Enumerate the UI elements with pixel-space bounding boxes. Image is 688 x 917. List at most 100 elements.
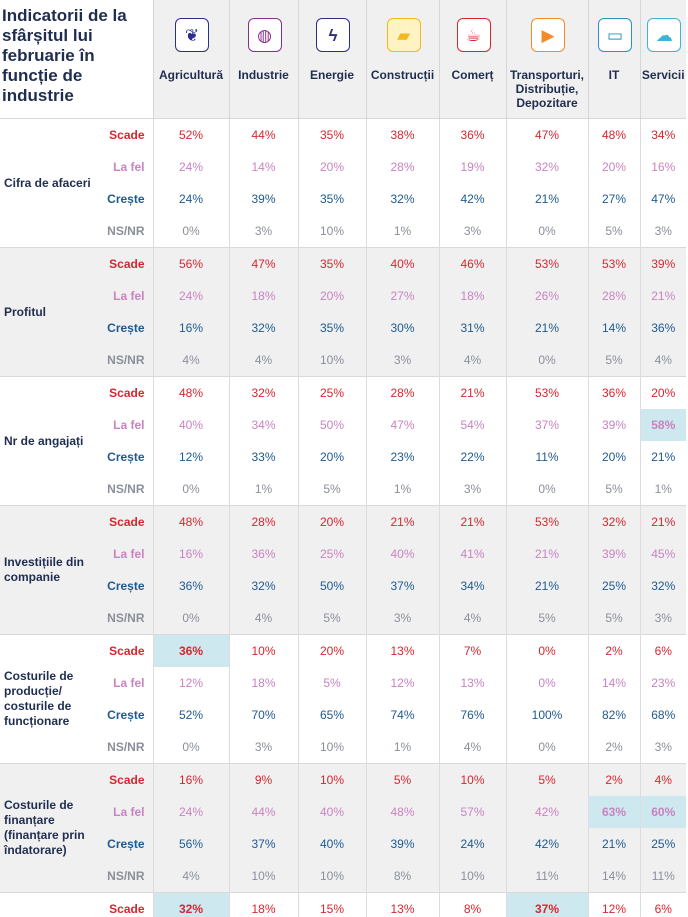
table-row: Crește 16% 32% 35% 30% 31% 21% 14% 36%: [0, 312, 687, 344]
value-cell: 48%: [152, 376, 230, 409]
value-cell: 37%: [228, 828, 299, 860]
value-cell: 14%: [587, 312, 641, 344]
value-cell: 0%: [152, 731, 230, 764]
table-row: Crește 36% 32% 50% 37% 34% 21% 25% 32%: [0, 570, 687, 602]
value-cell: 21%: [505, 570, 589, 602]
table-row: NS/NR 4% 10% 10% 8% 10% 11% 14% 11%: [0, 860, 687, 893]
column-label: Agricultură: [159, 68, 224, 82]
value-cell: 14%: [587, 860, 641, 893]
value-cell: 47%: [505, 118, 589, 151]
value-cell: 32%: [639, 570, 687, 602]
value-cell: 30%: [365, 312, 440, 344]
value-cell: 25%: [297, 376, 367, 409]
value-cell: 32%: [228, 376, 299, 409]
table-row: NS/NR 4% 4% 10% 3% 4% 0% 5% 4%: [0, 344, 687, 377]
truck-icon: ▶: [531, 18, 566, 52]
value-cell: 20%: [297, 280, 367, 312]
value-cell: 25%: [639, 828, 687, 860]
metric-label: Costurile de finanțare (finanțare prin î…: [0, 763, 107, 893]
column-header: ▰ Construcții: [365, 0, 440, 119]
value-cell: 0%: [505, 667, 589, 699]
value-cell: 42%: [438, 183, 507, 215]
value-cell: 18%: [228, 667, 299, 699]
value-cell: 2%: [587, 731, 641, 764]
value-cell: 36%: [587, 376, 641, 409]
value-cell: 10%: [297, 731, 367, 764]
table-row: NS/NR 0% 4% 5% 3% 4% 5% 5% 3%: [0, 602, 687, 635]
value-cell: 20%: [639, 376, 687, 409]
value-cell: 5%: [587, 344, 641, 377]
value-cell: 40%: [297, 828, 367, 860]
column-header: ☕ Comerț: [438, 0, 507, 119]
value-cell: 21%: [438, 376, 507, 409]
value-cell: 48%: [587, 118, 641, 151]
value-cell: 35%: [297, 183, 367, 215]
column-label: IT: [608, 68, 620, 82]
value-cell: 32%: [587, 505, 641, 538]
value-cell: 0%: [152, 215, 230, 248]
value-cell: 14%: [228, 151, 299, 183]
column-header: ▶ Transporturi, Distribuție, Depozitare: [505, 0, 589, 119]
row-label: Crește: [107, 312, 154, 344]
value-cell: 1%: [365, 215, 440, 248]
value-cell: 47%: [365, 409, 440, 441]
value-cell: 23%: [639, 667, 687, 699]
value-cell: 53%: [505, 505, 589, 538]
value-cell: 5%: [587, 473, 641, 506]
value-cell: 34%: [228, 409, 299, 441]
value-cell: 57%: [438, 796, 507, 828]
value-cell: 50%: [297, 570, 367, 602]
value-cell: 3%: [438, 473, 507, 506]
value-cell: 28%: [365, 376, 440, 409]
value-cell: 3%: [365, 344, 440, 377]
value-cell: 20%: [297, 634, 367, 667]
row-label: NS/NR: [107, 344, 154, 377]
value-cell: 6%: [639, 634, 687, 667]
value-cell: 41%: [438, 538, 507, 570]
table-row: La fel 24% 14% 20% 28% 19% 32% 20% 16%: [0, 151, 687, 183]
value-cell: 38%: [365, 118, 440, 151]
value-cell: 20%: [587, 151, 641, 183]
table-row: NS/NR 0% 3% 10% 1% 4% 0% 2% 3%: [0, 731, 687, 764]
table-row: Investițiile din companie Scade 48% 28% 20% 2…: [0, 505, 687, 635]
value-cell: 35%: [297, 118, 367, 151]
value-cell: 25%: [587, 570, 641, 602]
value-cell: 36%: [639, 312, 687, 344]
lightning-icon: ϟ: [316, 18, 351, 52]
value-cell: 21%: [639, 280, 687, 312]
value-cell: 4%: [152, 860, 230, 893]
table-row: Crește 56% 37% 40% 39% 24% 42% 21% 25%: [0, 828, 687, 860]
column-header: ϟ Energie: [297, 0, 367, 119]
value-cell: 36%: [438, 118, 507, 151]
value-cell: 4%: [152, 344, 230, 377]
value-cell: 53%: [505, 247, 589, 280]
metric-label: Investițiile din companie: [0, 505, 107, 635]
value-cell: 28%: [587, 280, 641, 312]
value-cell: 44%: [228, 796, 299, 828]
column-header: ◍ Industrie: [228, 0, 299, 119]
value-cell: 36%: [152, 570, 230, 602]
value-cell: 8%: [365, 860, 440, 893]
value-cell: 10%: [297, 344, 367, 377]
value-cell: 76%: [438, 699, 507, 731]
row-label: NS/NR: [107, 602, 154, 635]
table-row: Scade 32% 18% 15% 13% 8% 37% 12% 6%: [0, 892, 687, 917]
value-cell: 46%: [438, 247, 507, 280]
globe-icon: ◍: [247, 18, 282, 52]
value-cell: 3%: [365, 602, 440, 635]
value-cell: 32%: [228, 312, 299, 344]
value-cell: 10%: [297, 860, 367, 893]
column-label: Energie: [310, 68, 355, 82]
row-label: Crește: [107, 441, 154, 473]
value-cell: 12%: [365, 667, 440, 699]
value-cell: 16%: [152, 312, 230, 344]
value-cell: 21%: [639, 505, 687, 538]
column-header: ❦ Agricultură: [152, 0, 230, 119]
value-cell: 5%: [587, 602, 641, 635]
value-cell: 4%: [438, 602, 507, 635]
value-cell: 22%: [438, 441, 507, 473]
row-label: Crește: [107, 570, 154, 602]
value-cell: 58%: [639, 409, 687, 441]
value-cell: 16%: [152, 763, 230, 796]
